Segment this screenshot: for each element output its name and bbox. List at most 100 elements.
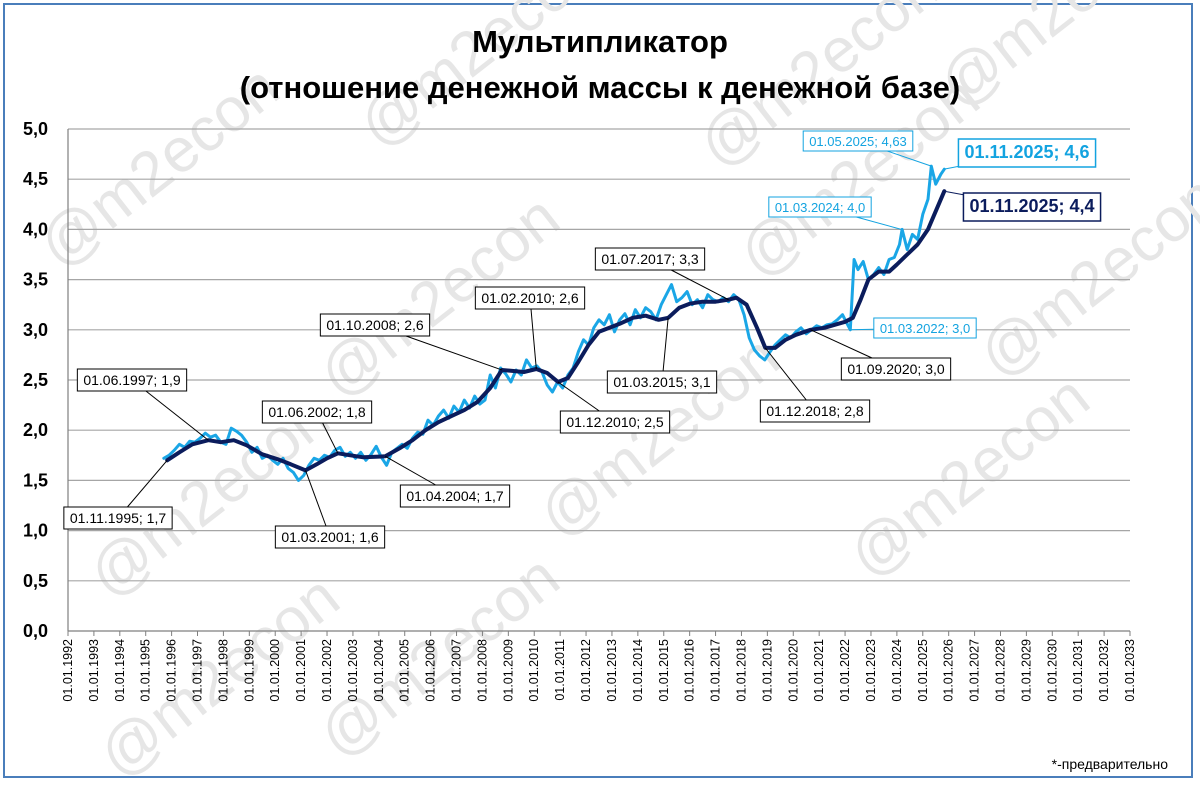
x-tick-label: 01.01.2003 xyxy=(346,639,360,702)
annotation: 01.11.1995; 1,7 xyxy=(63,459,173,530)
watermark-text: @m2econ xyxy=(526,322,792,551)
x-tick-label: 01.01.2032 xyxy=(1097,639,1111,702)
annotation-leader xyxy=(385,455,436,486)
annotation-label: 01.11.1995; 1,7 xyxy=(70,510,166,526)
annotation-label: 01.03.2015; 3,1 xyxy=(613,374,711,390)
x-tick-label: 01.01.2027 xyxy=(968,639,982,702)
x-tick-label: 01.01.2020 xyxy=(786,639,800,702)
annotation: 01.06.2002; 1,8 xyxy=(261,400,373,454)
annotation: 01.11.2025; 4,4 xyxy=(944,190,1102,222)
annotation-callouts: 01.11.1995; 1,7 01.06.1997; 1,9 01.03.2001… xyxy=(63,130,1102,549)
annotation-leader xyxy=(305,470,327,527)
x-tick-label: 01.01.1996 xyxy=(165,639,179,702)
annotation-box xyxy=(962,192,1102,222)
x-tick-label: 01.01.2001 xyxy=(294,639,308,702)
annotation-leader xyxy=(530,308,537,370)
y-tick-label: 4,0 xyxy=(23,219,48,239)
x-tick-label: 01.01.2031 xyxy=(1071,639,1085,702)
x-tick-label: 01.01.2004 xyxy=(372,639,386,702)
annotation-box xyxy=(768,196,872,218)
footnote: *-предварительно xyxy=(1052,756,1169,772)
x-tick-label: 01.01.2009 xyxy=(501,639,515,702)
x-tick-label: 01.01.2025 xyxy=(916,639,930,702)
annotation-label: 01.12.2018; 2,8 xyxy=(766,403,864,419)
annotation-leader xyxy=(322,422,339,454)
annotation-label: 01.04.2004; 1,7 xyxy=(406,488,504,504)
annotation: 01.12.2010; 2,5 xyxy=(557,381,671,434)
x-tick-label: 01.01.2000 xyxy=(268,639,282,702)
annotation-box xyxy=(274,525,386,549)
annotation-box xyxy=(957,138,1097,168)
annotation-leader xyxy=(405,335,503,371)
annotation-box xyxy=(840,357,952,381)
annotation-leader xyxy=(670,269,729,301)
x-tick-label: 01.01.2030 xyxy=(1045,639,1059,702)
annotation-leader xyxy=(944,165,959,170)
x-tick-label: 01.01.2017 xyxy=(709,639,723,702)
annotation-leader xyxy=(856,216,902,230)
x-tick-label: 01.01.1999 xyxy=(242,639,256,702)
trend-multiplier-line xyxy=(165,189,947,473)
annotation-box xyxy=(606,370,718,394)
annotation-box xyxy=(559,410,671,434)
x-tick-label: 01.01.1993 xyxy=(87,639,101,702)
annotation: 01.06.1997; 1,9 xyxy=(76,368,209,441)
x-tick-label: 01.01.2012 xyxy=(579,639,593,702)
watermark-text: @m2econ xyxy=(836,362,1102,591)
annotation: 01.03.2001; 1,6 xyxy=(274,470,386,549)
x-tick-label: 01.01.2015 xyxy=(657,639,671,702)
annotation: 01.03.2015; 3,1 xyxy=(606,317,718,394)
annotation-leader xyxy=(764,347,807,401)
annotation-label: 01.11.2025; 4,4 xyxy=(969,196,1094,216)
x-tick-label: 01.01.2011 xyxy=(553,639,567,701)
y-tick-label: 4,5 xyxy=(23,169,48,189)
y-tick-label: 3,5 xyxy=(23,270,48,290)
annotation: 01.10.2008; 2,6 xyxy=(319,313,503,371)
x-tick-label: 01.01.2007 xyxy=(450,639,464,702)
annotation-label: 01.11.2025; 4,6 xyxy=(964,142,1089,162)
annotation: 01.02.2010; 2,6 xyxy=(474,286,586,370)
y-tick-label: 2,0 xyxy=(23,420,48,440)
annotation: 01.03.2022; 3,0 xyxy=(849,317,977,339)
y-axis-tick-labels: 0,0 0,5 1,0 1,5 2,0 2,5 3,0 3,5 4,0 4,5 5,0 xyxy=(23,119,48,641)
annotation-box xyxy=(76,368,188,392)
y-tick-label: 2,5 xyxy=(23,370,48,390)
chart-title: Мультипликатор xyxy=(472,24,728,59)
x-tick-label: 01.01.2033 xyxy=(1123,639,1137,702)
x-axis-tick-labels: 01.01.1992 01.01.1993 01.01.1994 01.01.1995… xyxy=(61,631,1137,702)
annotation-label: 01.07.2017; 3,3 xyxy=(601,251,699,267)
x-tick-label: 01.01.2013 xyxy=(605,639,619,702)
annotation: 01.05.2025; 4,63 xyxy=(802,130,932,167)
annotation-box xyxy=(474,286,586,310)
x-tick-label: 01.01.1994 xyxy=(113,639,127,702)
y-tick-label: 5,0 xyxy=(23,119,48,139)
x-tick-label: 01.01.2016 xyxy=(683,639,697,702)
x-tick-label: 01.01.2023 xyxy=(864,639,878,702)
annotation: 01.07.2017; 3,3 xyxy=(594,247,729,301)
x-tick-label: 01.01.2026 xyxy=(942,639,956,702)
annotation-leader xyxy=(810,329,873,359)
annotation: 01.09.2020; 3,0 xyxy=(810,329,952,381)
y-tick-label: 1,0 xyxy=(23,521,48,541)
y-tick-label: 3,0 xyxy=(23,320,48,340)
annotation-label: 01.05.2025; 4,63 xyxy=(809,134,907,149)
annotation: 01.12.2018; 2,8 xyxy=(759,347,871,423)
y-tick-label: 0,0 xyxy=(23,621,48,641)
x-tick-label: 01.01.2010 xyxy=(527,639,541,702)
annotation-label: 01.09.2020; 3,0 xyxy=(847,361,945,377)
annotation-box xyxy=(63,506,173,530)
annotation-leader xyxy=(887,150,932,167)
x-tick-label: 01.01.1992 xyxy=(61,639,75,702)
annotation-label: 01.06.2002; 1,8 xyxy=(268,404,366,420)
chart-frame xyxy=(3,3,1193,778)
x-tick-label: 01.01.2006 xyxy=(424,639,438,702)
annotation-label: 01.02.2010; 2,6 xyxy=(481,290,579,306)
annotation-box xyxy=(759,399,871,423)
annotation-box xyxy=(873,317,977,339)
x-tick-label: 01.01.2018 xyxy=(734,639,748,702)
annotation-box xyxy=(399,484,511,508)
x-tick-label: 01.01.2021 xyxy=(812,639,826,702)
annotation-leader xyxy=(662,317,669,372)
series-lines xyxy=(162,164,947,482)
x-tick-label: 01.01.2029 xyxy=(1019,639,1033,702)
